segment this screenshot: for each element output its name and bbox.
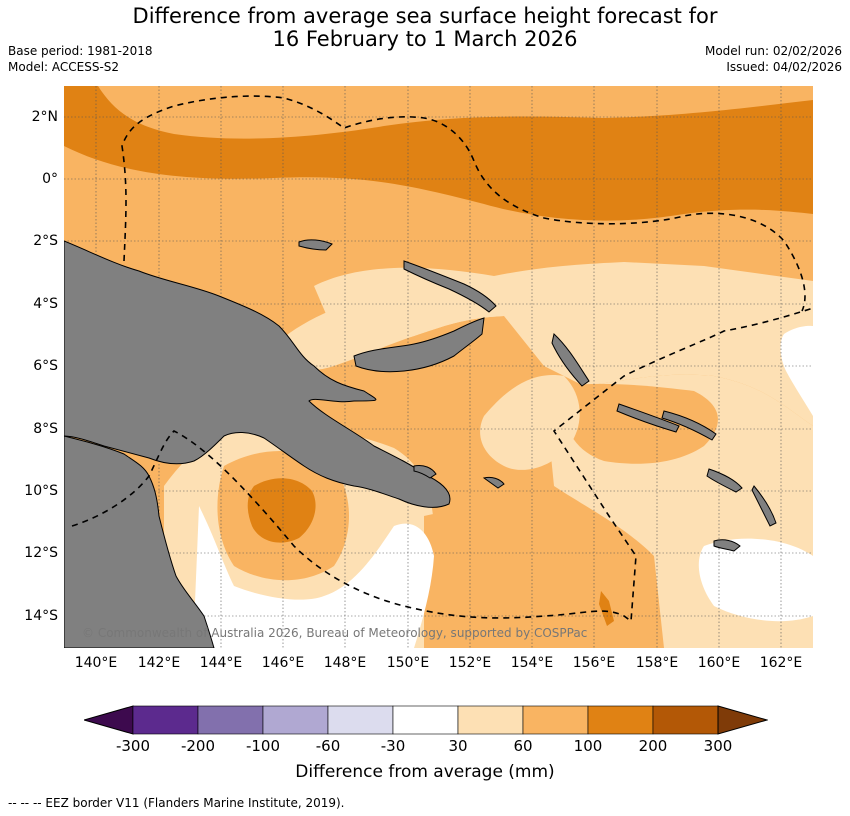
colorbar-tick-label: 100 (573, 737, 603, 755)
new-guinea-landmass (64, 240, 451, 508)
lat-label: 10°S (24, 483, 58, 499)
colorbar-tick-label: -200 (180, 737, 216, 755)
lon-label: 148°E (323, 655, 367, 671)
colorbar-tick-label: 60 (513, 737, 533, 755)
guadalcanal-island (616, 403, 680, 433)
anomaly-30-60-island-patch (480, 375, 580, 470)
anomaly-60-100-east-patch (563, 383, 718, 464)
base-period-label: Base period: 1981-2018 (8, 44, 153, 58)
lat-label: 4°S (33, 296, 58, 312)
colorbar-segment (197, 705, 264, 735)
lon-label: 144°E (199, 655, 243, 671)
lon-label: 154°E (510, 655, 554, 671)
lon-label: 162°E (759, 655, 803, 671)
lat-label: 2°N (31, 109, 58, 125)
cape-york-peninsula (64, 435, 215, 648)
small-island-2 (482, 476, 505, 489)
colorbar-segment (457, 705, 524, 735)
anomaly-100-200-small-patch (599, 591, 614, 626)
colorbar-segment (327, 705, 394, 735)
anomaly-60-100-top-strip (98, 86, 813, 139)
sea-surface-height-map (64, 86, 813, 648)
makira-island (706, 468, 743, 493)
lon-label: 142°E (137, 655, 181, 671)
lon-label: 156°E (572, 655, 616, 671)
lat-label: 8°S (33, 421, 58, 437)
lon-label: 146°E (261, 655, 305, 671)
lon-label: 160°E (697, 655, 741, 671)
map-title-line-1: Difference from average sea surface heig… (132, 4, 718, 28)
colorbar-title: Difference from average (mm) (295, 762, 555, 782)
issued-label: Issued: 04/02/2026 (726, 60, 842, 74)
lat-label: 0° (42, 171, 58, 187)
lat-label: 2°S (33, 233, 58, 249)
colorbar-tick-label: 300 (703, 737, 733, 755)
land-masses (64, 239, 777, 648)
lat-label: 6°S (33, 358, 58, 374)
lat-label: 12°S (24, 545, 58, 561)
colorbar-segment (652, 705, 719, 735)
metadata-right: Model run: 02/02/2026 Issued: 04/02/2026 (705, 43, 842, 75)
new-ireland-island (403, 260, 497, 313)
map-title-line-2: 16 February to 1 March 2026 (272, 27, 578, 51)
anomaly-100-200-coral-patch (247, 478, 316, 543)
colorbar-tick-label: 30 (448, 737, 468, 755)
eez-legend: -- -- -- EEZ border V11 (Flanders Marine… (8, 796, 345, 810)
small-island-1 (413, 465, 437, 479)
lon-label: 158°E (635, 655, 679, 671)
colorbar-segment (392, 705, 459, 735)
colorbar-segment (132, 705, 199, 735)
colorbar-extend-high (717, 705, 768, 735)
manus-island (298, 239, 333, 251)
colorbar-tick-label: -300 (115, 737, 151, 755)
metadata-left: Base period: 1981-2018 Model: ACCESS-S2 (8, 43, 153, 75)
colorbar-tick-label: -30 (380, 737, 406, 755)
vanuatu-island (751, 485, 777, 527)
anomaly-neutral-northeast (780, 325, 813, 416)
colorbar-extend-low (84, 705, 134, 735)
colorbar-segment (262, 705, 329, 735)
lon-label: 150°E (386, 655, 430, 671)
anomaly-neutral-east (698, 538, 813, 622)
anomaly-60-100-southeast-patch (424, 512, 644, 648)
copyright-notice: © Commonwealth of Australia 2026, Bureau… (82, 626, 588, 640)
colorbar-segment (587, 705, 654, 735)
lat-label: 14°S (24, 608, 58, 624)
colorbar-tick-label: -60 (315, 737, 341, 755)
colorbar-segment (522, 705, 589, 735)
eez-border (71, 95, 813, 623)
bougainville-island (551, 333, 590, 387)
colorbar-tick-label: -100 (245, 737, 281, 755)
southeast-island (713, 539, 741, 552)
anomaly-neutral-southwest (194, 506, 434, 648)
malaita-island (661, 410, 717, 441)
colorbar-tick-label: 200 (638, 737, 668, 755)
model-run-label: Model run: 02/02/2026 (704, 44, 842, 58)
colorbar (84, 705, 768, 735)
lon-label: 152°E (448, 655, 492, 671)
lon-label: 140°E (74, 655, 118, 671)
model-label: Model: ACCESS-S2 (8, 60, 120, 74)
new-britain-island (353, 317, 485, 373)
